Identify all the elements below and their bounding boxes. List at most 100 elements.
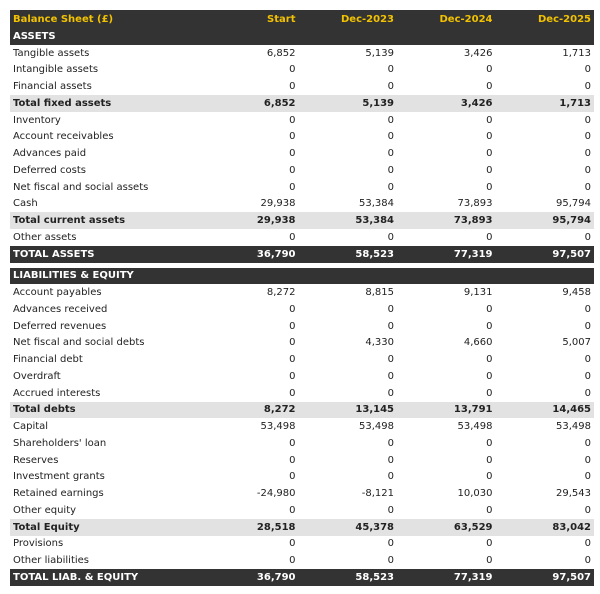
- cell-value: 29,938: [256, 215, 296, 227]
- cell-value: 0: [584, 471, 591, 483]
- cell-value: 5,007: [562, 337, 591, 349]
- cell-value: 13,791: [453, 404, 493, 416]
- cell-value: 0: [584, 231, 591, 243]
- line-item: Inventory 0 0 0 0: [10, 112, 594, 129]
- row-label: Capital: [13, 421, 49, 433]
- cell-value: -8,121: [361, 488, 394, 500]
- cell-value: 0: [289, 437, 296, 449]
- cell-value: 53,384: [355, 215, 394, 227]
- total-row: TOTAL ASSETS 36,790 58,523 77,319 97,507: [10, 245, 594, 263]
- cell-value: 36,790: [256, 571, 296, 583]
- header-row: Balance Sheet (£) Start Dec-2023 Dec-2024 De…: [10, 10, 594, 28]
- cell-value: 0: [584, 320, 591, 332]
- line-item: Shareholders' loan 0 0 0 0: [10, 435, 594, 452]
- row-label: TOTAL ASSETS: [13, 248, 95, 260]
- cell-value: 0: [486, 555, 493, 567]
- line-item: Reserves 0 0 0 0: [10, 452, 594, 469]
- cell-value: 1,713: [562, 47, 591, 59]
- row-label: Investment grants: [13, 471, 105, 483]
- cell-value: 0: [486, 387, 493, 399]
- cell-value: 0: [289, 320, 296, 332]
- line-item: Financial assets 0 0 0 0: [10, 78, 594, 95]
- cell-value: 0: [486, 181, 493, 193]
- cell-value: 0: [486, 231, 493, 243]
- cell-value: 0: [289, 538, 296, 550]
- cell-value: 0: [486, 64, 493, 76]
- line-item: Provisions 0 0 0 0: [10, 536, 594, 553]
- line-item: Overdraft 0 0 0 0: [10, 368, 594, 385]
- cell-value: 0: [387, 164, 394, 176]
- cell-value: 53,498: [359, 421, 394, 433]
- cell-value: 0: [289, 454, 296, 466]
- line-item: Deferred costs 0 0 0 0: [10, 162, 594, 179]
- cell-value: 0: [387, 303, 394, 315]
- cell-value: 1,713: [559, 97, 591, 109]
- cell-value: Start: [267, 13, 296, 25]
- line-item: Net fiscal and social assets 0 0 0 0: [10, 179, 594, 196]
- row-label: Financial assets: [13, 81, 92, 93]
- row-label: Accrued interests: [13, 387, 101, 399]
- section-header: ASSETS: [10, 28, 594, 45]
- cell-value: 0: [289, 504, 296, 516]
- row-label: Deferred revenues: [13, 320, 107, 332]
- cell-value: 45,378: [355, 521, 394, 533]
- total-row: TOTAL LIAB. & EQUITY 36,790 58,523 77,319 97…: [10, 569, 594, 586]
- cell-value: 0: [486, 303, 493, 315]
- cell-value: 0: [289, 114, 296, 126]
- subtotal-row: Total debts 8,272 13,145 13,791 14,465: [10, 401, 594, 419]
- cell-value: 53,384: [359, 198, 394, 210]
- line-item: Tangible assets 6,852 5,139 3,426 1,713: [10, 45, 594, 62]
- cell-value: 0: [289, 64, 296, 76]
- cell-value: 63,529: [453, 521, 493, 533]
- cell-value: 0: [387, 504, 394, 516]
- cell-value: 0: [387, 471, 394, 483]
- cell-value: 0: [584, 387, 591, 399]
- line-item: Account payables 8,272 8,815 9,131 9,458: [10, 284, 594, 301]
- cell-value: 0: [584, 64, 591, 76]
- cell-value: 77,319: [453, 571, 493, 583]
- row-label: Other liabilities: [13, 555, 90, 567]
- cell-value: 0: [289, 555, 296, 567]
- cell-value: 0: [387, 320, 394, 332]
- cell-value: 9,458: [562, 287, 591, 299]
- cell-value: 0: [584, 454, 591, 466]
- cell-value: 0: [289, 181, 296, 193]
- cell-value: 0: [584, 370, 591, 382]
- row-label: Advances received: [13, 303, 108, 315]
- row-label: Total debts: [13, 404, 76, 416]
- line-item: Other equity 0 0 0 0: [10, 502, 594, 519]
- cell-value: 4,660: [463, 337, 493, 349]
- cell-value: 0: [584, 114, 591, 126]
- cell-value: 97,507: [552, 248, 591, 260]
- cell-value: 0: [486, 437, 493, 449]
- cell-value: 77,319: [453, 248, 493, 260]
- row-label: Reserves: [13, 454, 59, 466]
- line-item: Cash 29,938 53,384 73,893 95,794: [10, 196, 594, 213]
- line-item: Account receivables 0 0 0 0: [10, 129, 594, 146]
- line-item: Intangible assets 0 0 0 0: [10, 62, 594, 79]
- cell-value: 0: [387, 454, 394, 466]
- line-item: Capital 53,498 53,498 53,498 53,498: [10, 418, 594, 435]
- cell-value: 0: [289, 131, 296, 143]
- cell-value: 0: [486, 354, 493, 366]
- row-label: Total fixed assets: [13, 97, 112, 109]
- row-label: Overdraft: [13, 370, 61, 382]
- line-item: Other liabilities 0 0 0 0: [10, 552, 594, 569]
- cell-value: 53,498: [556, 421, 591, 433]
- subtotal-row: Total current assets 29,938 53,384 73,893 95…: [10, 212, 594, 229]
- row-label: Retained earnings: [13, 488, 104, 500]
- row-label: Shareholders' loan: [13, 437, 107, 449]
- cell-value: 9,131: [463, 287, 493, 299]
- row-label: Intangible assets: [13, 64, 99, 76]
- cell-value: 10,030: [457, 488, 493, 500]
- line-item: Advances received 0 0 0 0: [10, 301, 594, 318]
- row-label: Net fiscal and social debts: [13, 337, 145, 349]
- row-label: Account receivables: [13, 131, 114, 143]
- cell-value: 0: [289, 81, 296, 93]
- line-item: Net fiscal and social debts 0 4,330 4,660 5,…: [10, 335, 594, 352]
- cell-value: 0: [289, 337, 296, 349]
- cell-value: 0: [486, 114, 493, 126]
- cell-value: 0: [584, 148, 591, 160]
- cell-value: 5,139: [365, 47, 394, 59]
- cell-value: 58,523: [355, 248, 394, 260]
